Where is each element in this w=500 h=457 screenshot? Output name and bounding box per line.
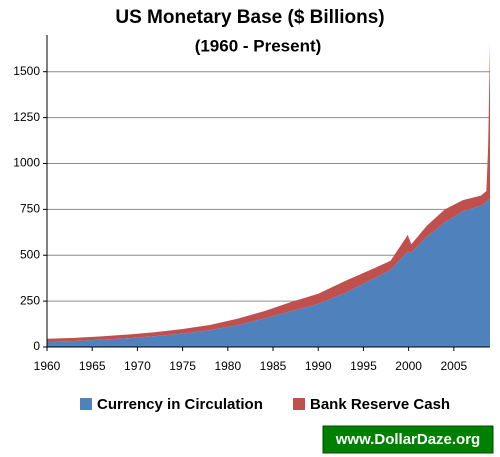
legend-label: Bank Reserve Cash xyxy=(310,396,450,413)
legend-swatch xyxy=(293,398,305,410)
x-tick-label: 1980 xyxy=(214,359,241,373)
area xyxy=(47,42,490,342)
y-tick-label: 250 xyxy=(20,293,40,307)
watermark: www.DollarDaze.org xyxy=(335,431,480,448)
chart-subtitle: (1960 - Present) xyxy=(195,36,322,55)
x-tick-label: 1975 xyxy=(169,359,196,373)
legend-label: Currency in Circulation xyxy=(97,396,263,413)
x-tick-label: 1960 xyxy=(34,359,61,373)
x-tick-label: 1985 xyxy=(260,359,287,373)
x-tick-label: 1965 xyxy=(79,359,106,373)
y-tick-label: 1500 xyxy=(13,64,40,78)
chart-title: US Monetary Base ($ Billions) xyxy=(115,7,384,28)
x-tick-label: 1970 xyxy=(124,359,151,373)
y-tick-label: 1250 xyxy=(13,110,40,124)
y-tick-label: 0 xyxy=(33,339,40,353)
x-tick-label: 1995 xyxy=(350,359,377,373)
watermark-box xyxy=(322,425,494,454)
y-tick-label: 750 xyxy=(20,202,40,216)
x-tick-label: 1990 xyxy=(305,359,332,373)
area xyxy=(47,198,490,347)
x-tick-label: 2000 xyxy=(395,359,422,373)
x-tick-label: 2005 xyxy=(440,359,467,373)
legend-swatch xyxy=(80,398,92,410)
y-tick-label: 1000 xyxy=(13,156,40,170)
y-tick-label: 500 xyxy=(20,247,40,261)
